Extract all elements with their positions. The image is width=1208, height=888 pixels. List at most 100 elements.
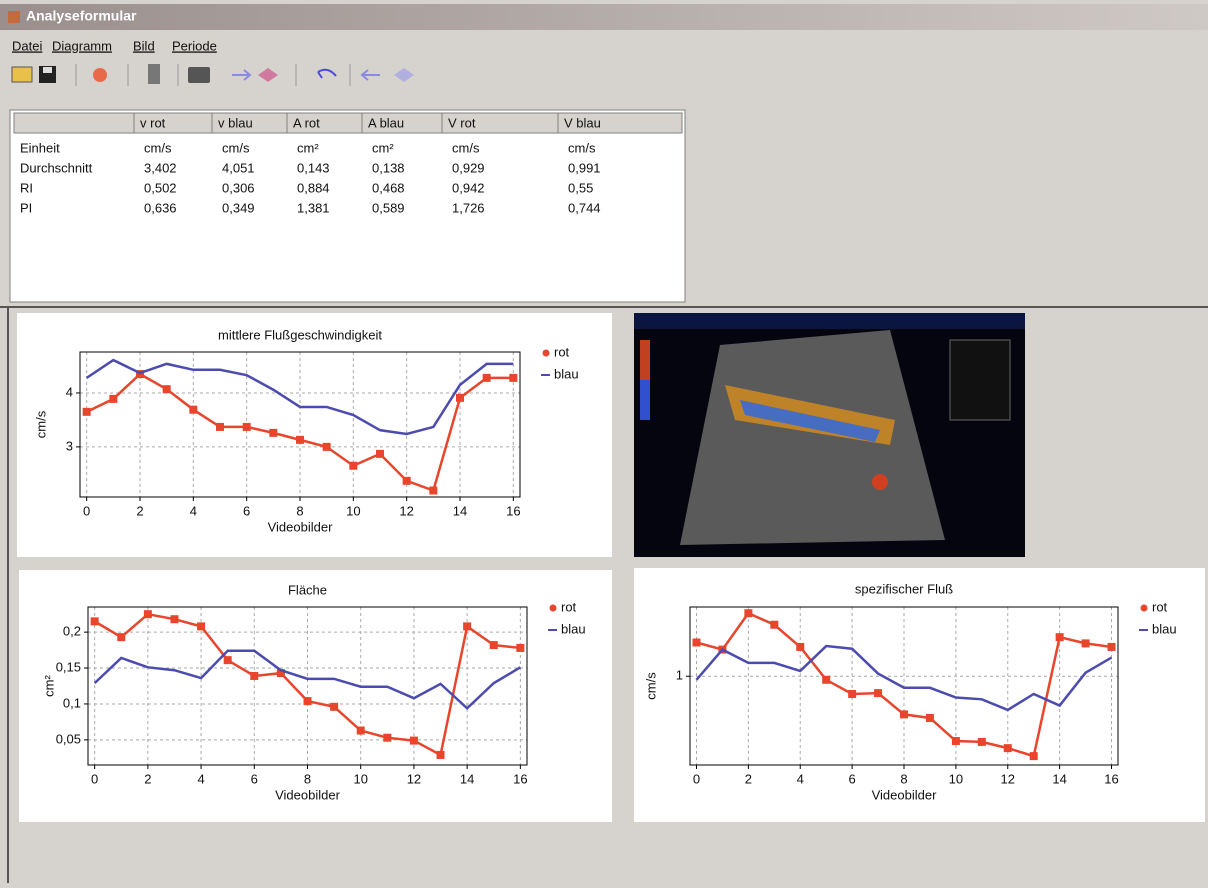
x-tick-label: 10 [353,771,367,786]
y-tick-label: 0,05 [56,731,81,746]
x-tick-label: 16 [506,503,520,518]
legend-label: rot [561,599,577,614]
legend-marker [1141,605,1148,612]
x-tick-label: 4 [797,771,804,786]
legend-label: blau [554,366,579,381]
data-point [437,751,445,759]
y-tick-label: 0,15 [56,659,81,674]
y-axis-label: cm² [41,675,56,697]
data-point [874,689,882,697]
x-tick-label: 0 [83,503,90,518]
x-tick-label: 6 [243,503,250,518]
data-point [1082,639,1090,647]
x-tick-label: 12 [399,503,413,518]
x-tick-label: 8 [304,771,311,786]
data-point [296,436,304,444]
table-cell: 0,589 [372,200,405,215]
menu-item[interactable]: Datei [12,38,42,53]
app-icon [8,11,20,23]
tool-icon[interactable] [148,64,160,84]
data-point [323,443,331,451]
table-cell: 0,884 [297,180,330,195]
chart-panel [634,568,1205,822]
column-header-label[interactable]: V blau [564,115,601,130]
data-point [250,672,258,680]
data-point [216,423,224,431]
menu-item[interactable]: Diagramm [52,38,112,53]
save-icon-detail [43,67,52,73]
column-header-label[interactable]: A rot [293,115,320,130]
menu-item[interactable]: Bild [133,38,155,53]
table-cell: 0,929 [452,160,485,175]
legend-label: rot [554,344,570,359]
table-cell: cm/s [568,140,596,155]
data-point [456,394,464,402]
legend-label: blau [1152,621,1177,636]
x-tick-label: 2 [745,771,752,786]
data-point [109,395,117,403]
data-point [403,477,411,485]
x-tick-label: 14 [453,503,467,518]
x-axis-label: Videobilder [268,519,333,534]
x-tick-label: 6 [849,771,856,786]
print-icon[interactable] [188,67,210,83]
legend-marker [550,605,557,612]
add-icon[interactable] [93,68,107,82]
data-point [926,714,934,722]
legend-marker [543,350,550,357]
x-axis-label: Videobilder [872,787,937,802]
x-tick-label: 0 [693,771,700,786]
x-tick-label: 2 [136,503,143,518]
x-tick-label: 14 [1052,771,1066,786]
x-tick-label: 4 [190,503,197,518]
chart-title: spezifischer Fluß [855,581,953,596]
table-cell: 0,349 [222,200,255,215]
data-point [349,462,357,470]
flow-spot [872,474,888,490]
data-point [1056,633,1064,641]
data-point [692,639,700,647]
y-tick-label: 0,2 [63,624,81,639]
legend-label: rot [1152,599,1168,614]
data-point [848,690,856,698]
data-point [429,487,437,495]
table-cell: cm/s [222,140,250,155]
menu-item[interactable]: Periode [172,38,217,53]
x-tick-label: 8 [900,771,907,786]
data-point [900,710,908,718]
chart-title: Fläche [288,582,327,597]
chart-title: mittlere Flußgeschwindigkeit [218,327,382,342]
column-header-label[interactable]: v rot [140,115,166,130]
ultrasound-image [634,313,1025,557]
title-bar [0,4,1208,30]
data-point [770,621,778,629]
table-cell: PI [20,200,32,215]
data-point [822,676,830,684]
data-point [144,610,152,618]
x-tick-label: 16 [1104,771,1118,786]
data-point [1030,752,1038,760]
data-point [91,617,99,625]
column-header-label[interactable]: A blau [368,115,404,130]
x-tick-label: 6 [251,771,258,786]
table-cell: Einheit [20,140,60,155]
x-tick-label: 12 [407,771,421,786]
legend-label: blau [561,621,586,636]
table-cell: cm/s [452,140,480,155]
column-header-label[interactable]: v blau [218,115,253,130]
data-point [383,734,391,742]
data-point [117,633,125,641]
x-axis-label: Videobilder [275,787,340,802]
data-point [357,727,365,735]
x-tick-label: 4 [197,771,204,786]
page: Analyseformular DateiDiagrammBildPeriode… [0,0,1208,883]
data-point [197,622,205,630]
column-header-label[interactable]: V rot [448,115,476,130]
data-point [304,697,312,705]
open-icon[interactable] [12,67,32,82]
table-cell: 0,468 [372,180,405,195]
table-cell: 0,636 [144,200,177,215]
table-cell: 0,502 [144,180,177,195]
table-cell: 3,402 [144,160,177,175]
x-tick-label: 16 [513,771,527,786]
